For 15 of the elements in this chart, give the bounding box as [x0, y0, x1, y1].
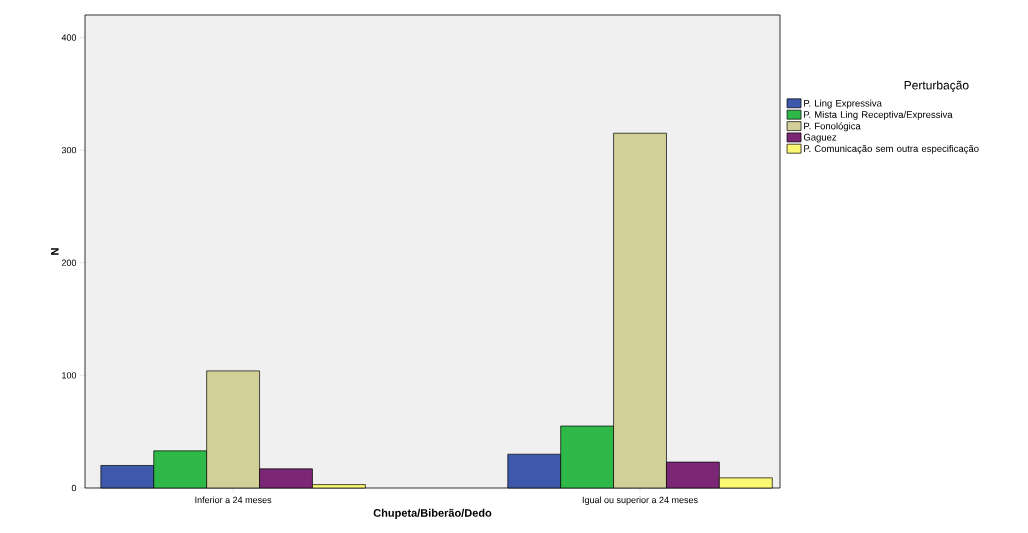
legend-label: P. Fonológica	[804, 122, 861, 132]
legend-label: P. Ling Expressiva	[804, 99, 882, 109]
y-tick-label: 0	[71, 484, 77, 492]
legend-label: P. Mista Ling Receptiva/Expressiva	[804, 110, 953, 120]
legend-label: Gaguez	[803, 133, 837, 143]
y-tick-label: 200	[61, 259, 77, 266]
x-axis-title: Chupeta/Biberão/Dedo	[373, 508, 492, 520]
y-tick-label: 400	[61, 34, 77, 41]
x-tick-label: Igual ou superior a 24 meses	[582, 496, 698, 505]
y-tick-label: 100	[62, 372, 77, 379]
x-tick-label: Inferior a 24 meses	[195, 496, 272, 504]
y-axis-title: N	[51, 248, 59, 255]
y-tick-label: 300	[61, 146, 77, 154]
legend-label: P. Comunicação sem outra especificação	[804, 145, 979, 154]
legend-title: Perturbação	[904, 80, 969, 92]
